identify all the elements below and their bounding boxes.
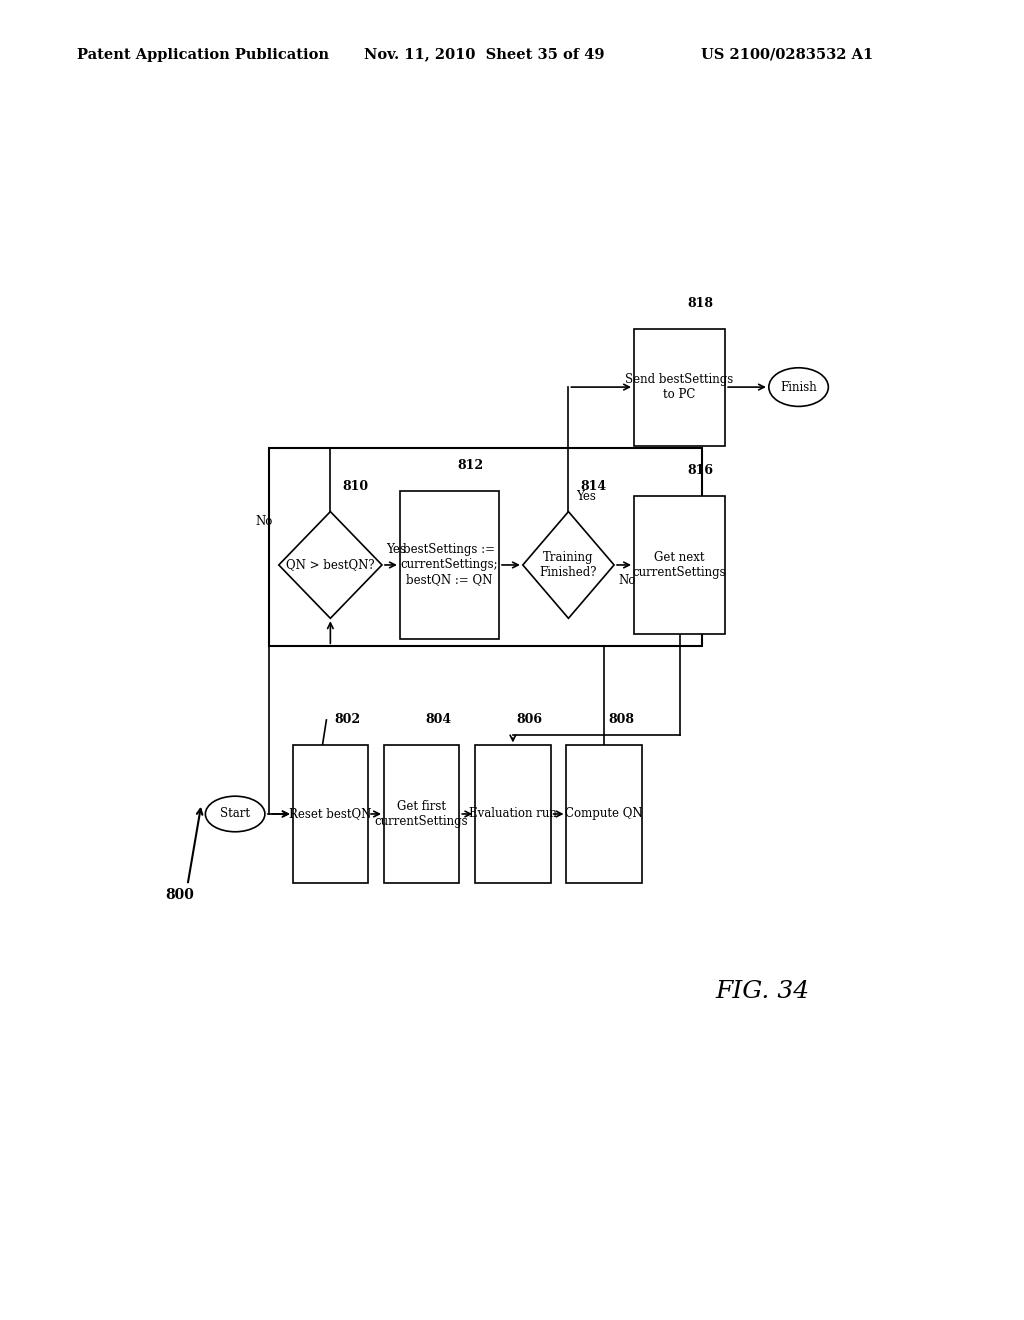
FancyBboxPatch shape (634, 329, 725, 446)
Text: 816: 816 (687, 465, 714, 478)
Text: Nov. 11, 2010  Sheet 35 of 49: Nov. 11, 2010 Sheet 35 of 49 (364, 48, 604, 62)
Polygon shape (279, 512, 382, 618)
Text: 810: 810 (342, 479, 369, 492)
Text: No: No (255, 515, 272, 528)
Text: No: No (618, 574, 636, 586)
Text: Send bestSettings
to PC: Send bestSettings to PC (626, 374, 733, 401)
Text: 804: 804 (426, 714, 452, 726)
Text: 814: 814 (581, 479, 606, 492)
Text: QN > bestQN?: QN > bestQN? (286, 558, 375, 572)
Text: Yes: Yes (386, 544, 406, 556)
Text: 812: 812 (458, 459, 483, 473)
Text: Training
Finished?: Training Finished? (540, 550, 597, 579)
Text: FIG. 34: FIG. 34 (716, 981, 810, 1003)
FancyBboxPatch shape (566, 746, 642, 883)
Text: 806: 806 (517, 714, 543, 726)
FancyBboxPatch shape (293, 746, 368, 883)
Text: Get next
currentSettings: Get next currentSettings (633, 550, 726, 579)
Text: Get first
currentSettings: Get first currentSettings (375, 800, 468, 828)
Polygon shape (523, 512, 614, 618)
Ellipse shape (206, 796, 265, 832)
Text: Reset bestQN: Reset bestQN (289, 808, 372, 821)
FancyBboxPatch shape (475, 746, 551, 883)
Text: bestSettings :=
currentSettings;
bestQN := QN: bestSettings := currentSettings; bestQN … (400, 544, 499, 586)
FancyBboxPatch shape (399, 491, 499, 639)
Text: 800: 800 (165, 888, 194, 903)
Text: 808: 808 (608, 714, 634, 726)
Text: Patent Application Publication: Patent Application Publication (77, 48, 329, 62)
FancyBboxPatch shape (384, 746, 460, 883)
Text: Yes: Yes (577, 490, 596, 503)
Text: Start: Start (220, 808, 250, 821)
Text: US 2100/0283532 A1: US 2100/0283532 A1 (701, 48, 873, 62)
Text: Finish: Finish (780, 380, 817, 393)
Text: 802: 802 (334, 714, 360, 726)
FancyBboxPatch shape (634, 496, 725, 634)
Text: 818: 818 (687, 297, 714, 310)
Ellipse shape (769, 368, 828, 407)
Text: Compute QN: Compute QN (565, 808, 643, 821)
Text: Evaluation run: Evaluation run (469, 808, 557, 821)
